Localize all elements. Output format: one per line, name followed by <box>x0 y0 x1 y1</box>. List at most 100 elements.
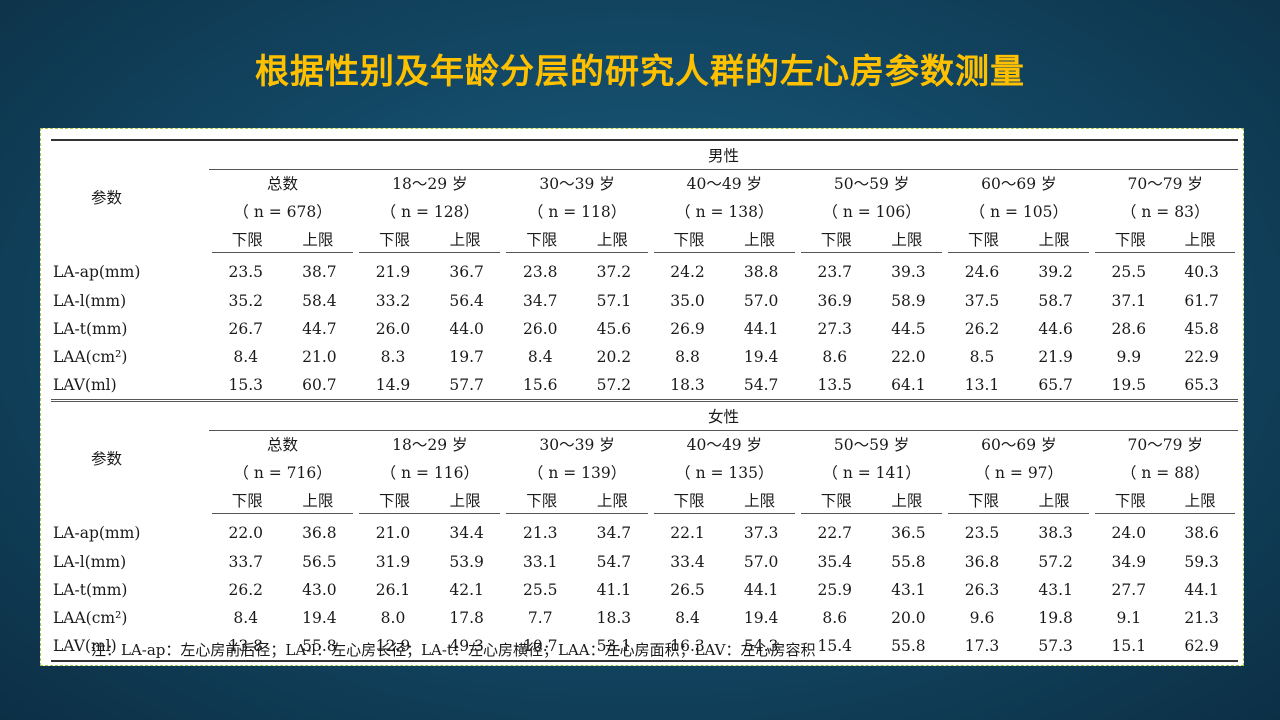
group-count: （ n = 141） <box>822 464 921 482</box>
upper-limit-header: 上限 <box>429 487 507 514</box>
value-cell: 57.3 <box>1018 632 1093 662</box>
group-count: （ n = 135） <box>675 464 774 482</box>
param-header: 参数 <box>51 399 209 514</box>
upper-limit-header: 上限 <box>282 226 360 253</box>
lower-limit-header: 下限 <box>1089 226 1166 253</box>
section-title: 女性 <box>208 399 1238 431</box>
group-label: 总数 <box>267 175 299 193</box>
value-cell: 19.4 <box>302 609 337 627</box>
value-cell: 36.7 <box>449 263 484 281</box>
value-cell: 19.4 <box>743 348 779 366</box>
value-cell: 44.7 <box>302 320 337 338</box>
value-cell: 41.1 <box>596 581 632 599</box>
upper-limit-header: 上限 <box>577 226 654 253</box>
value-cell: 37.1 <box>1111 292 1147 310</box>
value-cell: 23.7 <box>817 263 852 281</box>
lower-limit-header: 下限 <box>353 487 430 514</box>
lower-limit-header: 下限 <box>205 226 283 253</box>
value-cell: 21.0 <box>302 348 337 366</box>
value-cell: 36.5 <box>891 524 926 542</box>
value-cell: 55.8 <box>871 632 946 662</box>
table-row: LAV(ml) 15.3 60.7 14.9 57.7 15.6 57.2 18.3 54.7 1… <box>51 371 1238 402</box>
value-cell: 10.7 <box>503 632 578 662</box>
upper-limit-header: 上限 <box>282 487 360 514</box>
group-count: （ n = 83） <box>1120 203 1210 221</box>
lower-limit-header: 下限 <box>794 226 872 253</box>
value-cell: 27.7 <box>1111 581 1147 599</box>
group-label: 60～69 岁 <box>981 436 1057 454</box>
param-header: 参数 <box>51 139 209 253</box>
lower-limit-header: 下限 <box>942 487 1019 514</box>
group-count: （ n = 105） <box>969 203 1068 221</box>
value-cell: 15.1 <box>1092 632 1166 662</box>
value-cell: 17.8 <box>449 609 484 627</box>
value-cell: 8.6 <box>822 348 848 366</box>
table-row: LA-t(mm) 26.7 44.7 26.0 44.0 26.0 45.6 26.9 44.1… <box>51 315 1238 343</box>
value-cell: 8.4 <box>233 609 259 627</box>
value-cell: 54.3 <box>724 632 798 662</box>
upper-limit-header: 上限 <box>577 487 654 514</box>
value-cell: 18.3 <box>596 609 632 627</box>
value-cell: 43.0 <box>302 581 337 599</box>
value-cell: 38.8 <box>743 263 779 281</box>
value-cell: 22.1 <box>670 524 705 542</box>
lower-limit-header: 下限 <box>647 226 725 253</box>
value-cell: 22.0 <box>891 348 926 366</box>
value-cell: 8.4 <box>675 609 700 627</box>
value-cell: 55.8 <box>282 632 357 662</box>
value-cell: 8.8 <box>675 348 700 366</box>
table-row: LA-ap(mm) 23.5 38.7 21.9 36.7 23.8 37.2 24.2 38.… <box>51 253 1238 288</box>
value-cell: 26.0 <box>522 320 558 338</box>
value-cell: 17.3 <box>945 632 1019 662</box>
value-cell: 24.6 <box>964 263 1000 281</box>
value-cell: 33.2 <box>375 292 411 310</box>
value-cell: 37.3 <box>743 524 779 542</box>
value-cell: 22.9 <box>1184 348 1219 366</box>
value-cell: 19.5 <box>1092 371 1166 402</box>
value-cell: 55.8 <box>891 553 926 571</box>
value-cell: 56.5 <box>302 553 337 571</box>
group-count: （ n = 88） <box>1120 464 1210 482</box>
lower-limit-header: 下限 <box>1089 487 1166 514</box>
group-label: 总数 <box>267 436 299 454</box>
table-row: LA-t(mm) 26.2 43.0 26.1 42.1 25.5 41.1 26.5 44.1… <box>51 576 1238 604</box>
value-cell: 8.4 <box>527 348 553 366</box>
value-cell: 57.0 <box>743 553 779 571</box>
value-cell: 49.3 <box>429 632 504 662</box>
value-cell: 22.0 <box>228 524 263 542</box>
value-cell: 19.7 <box>449 348 484 366</box>
group-label: 30～39 岁 <box>539 436 615 454</box>
param-name: LA-t(mm) <box>53 320 128 338</box>
group-count: （ n = 106） <box>822 203 921 221</box>
group-label: 70～79 岁 <box>1127 175 1203 193</box>
value-cell: 26.2 <box>964 320 1000 338</box>
table-row: LAV(ml) 13.8 55.8 12.9 49.3 10.7 53.1 16.3 54.3 1… <box>51 632 1238 662</box>
value-cell: 38.6 <box>1184 524 1219 542</box>
param-name: LA-ap(mm) <box>53 523 141 542</box>
value-cell: 38.7 <box>302 263 337 281</box>
value-cell: 21.9 <box>1038 348 1073 366</box>
value-cell: 35.0 <box>670 292 705 310</box>
value-cell: 58.7 <box>1038 292 1073 310</box>
upper-limit-header: 上限 <box>871 226 949 253</box>
lower-limit-header: 下限 <box>205 487 283 514</box>
group-count: （ n = 138） <box>675 203 774 221</box>
value-cell: 40.3 <box>1184 263 1219 281</box>
value-cell: 34.7 <box>522 292 558 310</box>
value-cell: 34.7 <box>596 524 632 542</box>
param-name: LA-l(mm) <box>53 292 127 310</box>
value-cell: 20.2 <box>596 348 632 366</box>
group-label: 40～49 岁 <box>686 175 762 193</box>
upper-limit-header: 上限 <box>1165 226 1241 253</box>
value-cell: 35.4 <box>817 553 852 571</box>
table-panel: 参数 男性 总数 18～29 岁 30～39 岁 40～49 岁 50～59 岁 60～69 … <box>40 128 1244 666</box>
lower-limit-header: 下限 <box>942 226 1019 253</box>
param-name: LA-ap(mm) <box>53 262 141 281</box>
group-label: 50～59 岁 <box>833 175 910 193</box>
value-cell: 44.0 <box>449 320 484 338</box>
lower-limit-header: 下限 <box>794 487 872 514</box>
value-cell: 60.7 <box>282 371 357 402</box>
group-label: 30～39 岁 <box>539 175 615 193</box>
upper-limit-header: 上限 <box>1018 226 1096 253</box>
slide-title: 根据性别及年龄分层的研究人群的左心房参数测量 <box>255 52 1025 92</box>
